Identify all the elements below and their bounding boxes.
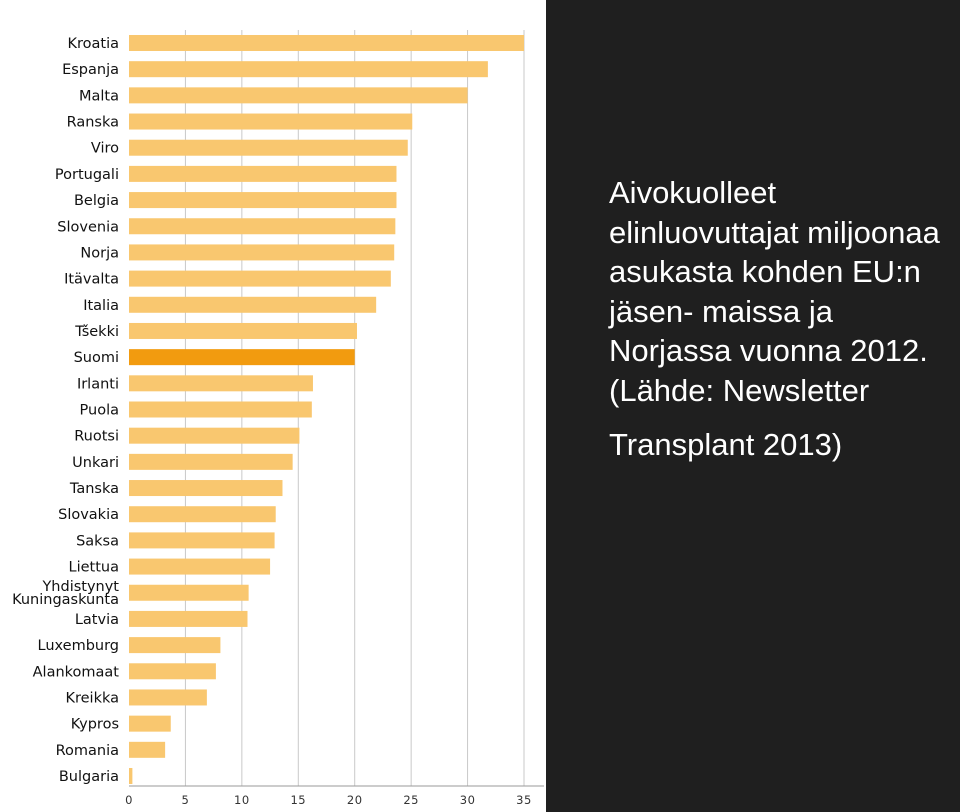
- y-tick-label: Tanska: [69, 481, 119, 497]
- y-tick-label: Alankomaat: [33, 664, 120, 680]
- bar: [129, 165, 397, 182]
- x-tick-label: 5: [182, 793, 190, 807]
- caption-line: asukasta kohden EU:n: [609, 254, 921, 289]
- y-tick-label: Yhdistynyt: [41, 579, 119, 595]
- bar: [129, 87, 468, 104]
- bar: [129, 689, 207, 706]
- chart-panel: 0 5 10 15 20 25 30 35 Kroatia Espanja Malta Ranska V…: [0, 0, 546, 812]
- y-tick-label: Bulgaria: [59, 769, 119, 785]
- y-tick-label: Ranska: [67, 115, 119, 131]
- y-tick-label: Kroatia: [67, 36, 119, 52]
- y-tick-label: Malta: [79, 88, 119, 104]
- y-tick-label: Italia: [83, 298, 119, 314]
- y-tick-label: Itävalta: [64, 272, 119, 288]
- y-tick-label: Slovenia: [57, 219, 119, 235]
- y-tick-label: Liettua: [69, 560, 119, 576]
- caption-line: Transplant 2013): [609, 427, 843, 462]
- x-tick-label: 15: [290, 793, 306, 807]
- bar: [129, 453, 293, 470]
- y-tick-label: Norja: [80, 245, 119, 261]
- y-tick-label: Saksa: [76, 533, 119, 549]
- bar: [129, 244, 395, 261]
- x-tick-label: 0: [125, 793, 133, 807]
- bar-chart: 0 5 10 15 20 25 30 35 Kroatia Espanja Malta Ranska V…: [12, 30, 544, 807]
- y-tick-label: Espanja: [62, 62, 119, 78]
- y-tick-label: Unkari: [72, 455, 119, 471]
- bar: [129, 715, 171, 732]
- bar: [129, 139, 408, 156]
- y-tick-label: Kuningaskunta: [12, 592, 119, 608]
- y-tick-label: Belgia: [74, 193, 119, 209]
- y-tick-label: Slovakia: [58, 507, 119, 523]
- caption: Aivokuolleet elinluovuttajat miljoonaa a…: [609, 173, 960, 465]
- bar: [129, 322, 357, 339]
- bar: [129, 113, 413, 130]
- bar: [129, 741, 166, 758]
- bar: [129, 61, 488, 78]
- bar: [129, 663, 216, 680]
- bar: [129, 768, 133, 784]
- caption-line: Norjassa vuonna 2012.: [609, 333, 928, 368]
- bar: [129, 375, 313, 392]
- bar: [129, 218, 396, 235]
- x-tick-label: 10: [234, 793, 250, 807]
- bar: [129, 610, 248, 627]
- bar: [129, 296, 377, 313]
- caption-line: jäsen- maissa ja: [609, 293, 833, 329]
- x-tick-label: 20: [347, 793, 363, 807]
- bar: [129, 584, 249, 601]
- y-tick-label: Puola: [80, 403, 119, 419]
- bar: [129, 427, 300, 444]
- bar: [129, 349, 355, 366]
- y-tick-label: Tšekki: [74, 324, 119, 340]
- bar: [129, 558, 271, 575]
- bar: [129, 192, 397, 209]
- bar: [129, 637, 221, 654]
- y-tick-label: Irlanti: [77, 376, 119, 392]
- bar: [129, 506, 276, 523]
- bar: [129, 35, 524, 51]
- y-tick-label: Kreikka: [65, 690, 119, 706]
- caption-line: Aivokuolleet: [609, 175, 777, 210]
- bar: [129, 532, 275, 549]
- y-tick-label: Kypros: [71, 717, 119, 733]
- bar: [129, 401, 312, 418]
- bar: [129, 270, 391, 287]
- y-tick-label: Ruotsi: [74, 429, 119, 445]
- y-tick-label: Luxemburg: [38, 638, 120, 654]
- y-tick-label: Viro: [91, 141, 119, 157]
- caption-line: (Lähde: Newsletter: [609, 372, 870, 408]
- x-tick-label: 35: [516, 793, 532, 807]
- x-tick-label: 30: [460, 793, 476, 807]
- y-tick-label: Suomi: [74, 350, 119, 366]
- y-tick-label: Romania: [56, 743, 119, 759]
- y-tick-label: Latvia: [75, 612, 119, 628]
- bar: [129, 480, 283, 497]
- caption-line: elinluovuttajat miljoonaa: [609, 214, 940, 250]
- y-tick-label: Portugali: [55, 167, 119, 183]
- x-tick-label: 25: [403, 793, 419, 807]
